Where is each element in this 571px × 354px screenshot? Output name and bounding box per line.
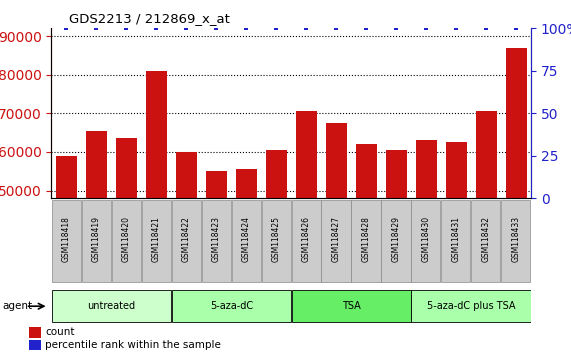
Text: GDS2213 / 212869_x_at: GDS2213 / 212869_x_at xyxy=(69,12,230,25)
Bar xyxy=(472,200,500,281)
Bar xyxy=(262,200,291,281)
Bar xyxy=(441,200,471,281)
Bar xyxy=(385,150,407,354)
Bar xyxy=(202,200,231,281)
Text: GSM118433: GSM118433 xyxy=(512,216,521,262)
Text: GSM118429: GSM118429 xyxy=(392,216,401,262)
Bar xyxy=(412,200,440,281)
Text: 5-aza-dC: 5-aza-dC xyxy=(210,301,253,311)
Point xyxy=(392,25,401,31)
Bar xyxy=(82,200,111,281)
Point xyxy=(62,25,71,31)
Point xyxy=(361,25,371,31)
Point xyxy=(242,25,251,31)
Bar xyxy=(172,200,200,281)
Bar xyxy=(112,200,140,281)
Point xyxy=(512,25,521,31)
Text: 5-aza-dC plus TSA: 5-aza-dC plus TSA xyxy=(427,301,515,311)
Point xyxy=(182,25,191,31)
Text: GSM118425: GSM118425 xyxy=(272,216,281,262)
Bar xyxy=(445,142,467,354)
Bar xyxy=(56,156,77,354)
Bar xyxy=(476,112,497,354)
Bar xyxy=(321,200,351,281)
Bar xyxy=(412,290,530,322)
Text: GSM118427: GSM118427 xyxy=(332,216,341,262)
Text: GSM118432: GSM118432 xyxy=(481,216,490,262)
Bar xyxy=(206,171,227,354)
Bar xyxy=(325,123,347,354)
Bar xyxy=(236,169,257,354)
Point xyxy=(122,25,131,31)
Bar xyxy=(116,138,137,354)
Bar xyxy=(52,290,171,322)
Text: GSM118431: GSM118431 xyxy=(452,216,461,262)
Text: GSM118422: GSM118422 xyxy=(182,216,191,262)
Bar xyxy=(29,339,41,350)
Point xyxy=(452,25,461,31)
Point xyxy=(212,25,221,31)
Bar xyxy=(296,112,317,354)
Bar xyxy=(142,200,171,281)
Text: GSM118423: GSM118423 xyxy=(212,216,221,262)
Text: GSM118430: GSM118430 xyxy=(421,216,431,262)
Text: TSA: TSA xyxy=(342,301,360,311)
Text: GSM118419: GSM118419 xyxy=(92,216,101,262)
Point xyxy=(92,25,101,31)
Text: GSM118428: GSM118428 xyxy=(361,216,371,262)
Text: GSM118421: GSM118421 xyxy=(152,216,161,262)
Text: GSM118418: GSM118418 xyxy=(62,216,71,262)
Bar xyxy=(172,290,291,322)
Point xyxy=(301,25,311,31)
Bar xyxy=(505,48,526,354)
Text: GSM118426: GSM118426 xyxy=(301,216,311,262)
Point xyxy=(272,25,281,31)
Point xyxy=(332,25,341,31)
Text: GSM118420: GSM118420 xyxy=(122,216,131,262)
Bar xyxy=(356,144,377,354)
Bar xyxy=(292,200,320,281)
Bar xyxy=(176,152,197,354)
Bar xyxy=(416,140,437,354)
Text: agent: agent xyxy=(3,301,33,311)
Point xyxy=(421,25,431,31)
Text: count: count xyxy=(45,327,74,337)
Text: untreated: untreated xyxy=(87,301,135,311)
Text: percentile rank within the sample: percentile rank within the sample xyxy=(45,340,221,350)
Bar xyxy=(292,290,411,322)
Text: GSM118424: GSM118424 xyxy=(242,216,251,262)
Bar xyxy=(52,200,81,281)
Bar xyxy=(381,200,411,281)
Bar xyxy=(266,150,287,354)
Bar xyxy=(86,131,107,354)
Bar xyxy=(29,327,41,338)
Point xyxy=(481,25,490,31)
Point xyxy=(152,25,161,31)
Bar xyxy=(501,200,530,281)
Bar xyxy=(146,71,167,354)
Bar xyxy=(232,200,260,281)
Bar xyxy=(352,200,380,281)
